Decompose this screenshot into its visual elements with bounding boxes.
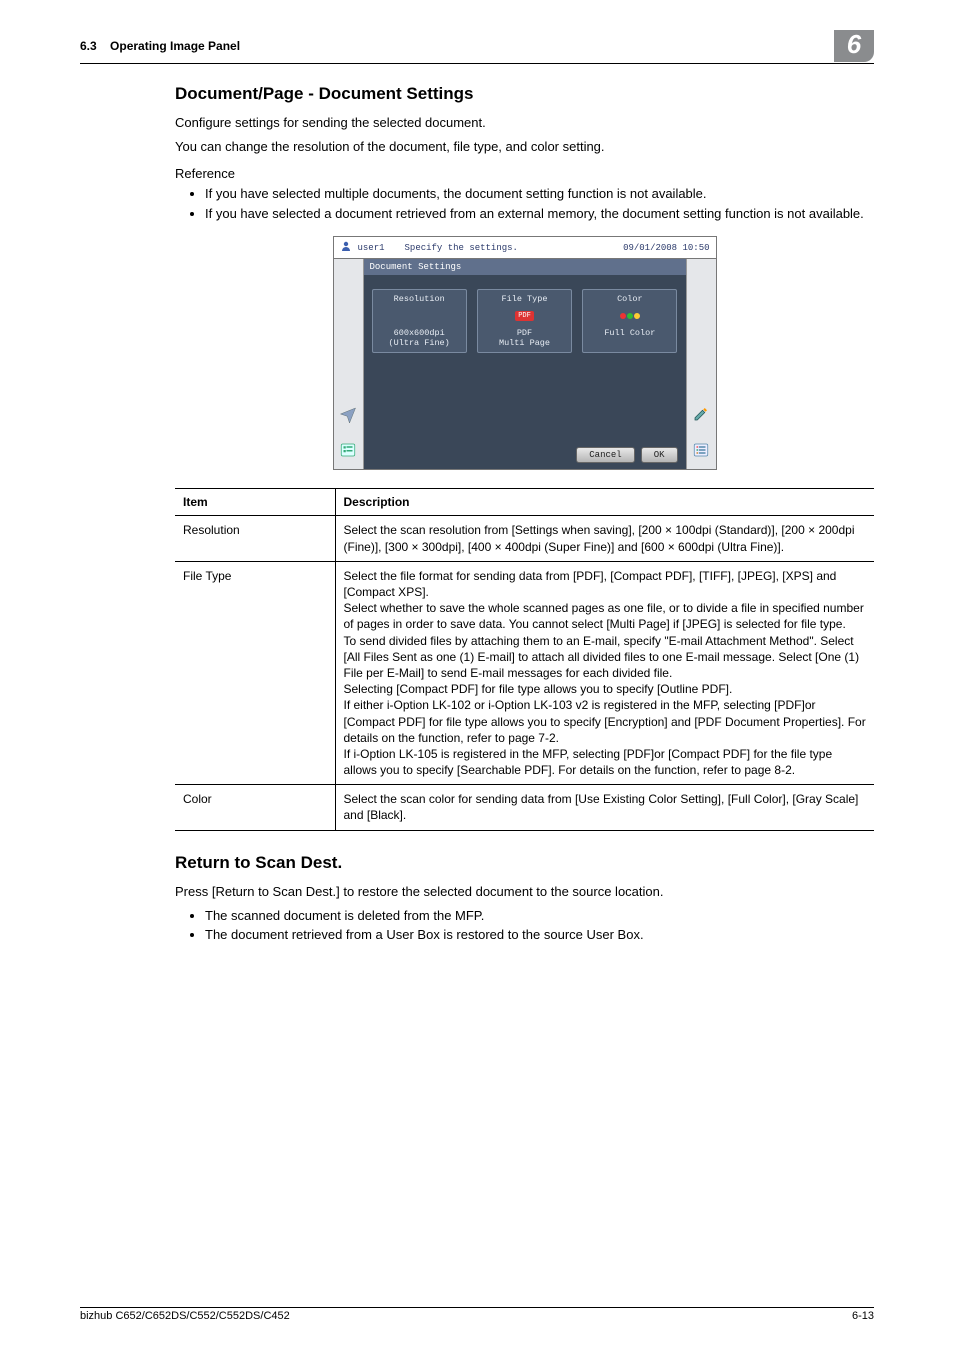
pdf-badge-icon: PDF [515, 311, 534, 321]
card-value: 600x600dpi [375, 328, 464, 338]
fullcolor-icon [620, 313, 640, 319]
header-section-num: 6.3 [80, 39, 97, 53]
card-value: PDF [480, 328, 569, 338]
settings-list-icon[interactable] [692, 441, 710, 463]
table-row: Resolution Select the scan resolution fr… [175, 516, 874, 561]
table-cell-item: Resolution [175, 516, 335, 561]
filetype-card[interactable]: File Type PDF PDF Multi Page [477, 289, 572, 353]
mfp-left-rail [334, 259, 364, 469]
reference-list: If you have selected multiple documents,… [175, 185, 874, 222]
table-cell-desc: Select the scan resolution from [Setting… [335, 516, 874, 561]
table-cell-item: File Type [175, 561, 335, 784]
mfp-panel-title: Document Settings [364, 259, 686, 275]
reference-label: Reference [175, 166, 874, 181]
card-title: Resolution [375, 294, 464, 304]
section-heading-doc-settings: Document/Page - Document Settings [175, 84, 874, 104]
card-value: (Ultra Fine) [375, 338, 464, 348]
list-item: If you have selected multiple documents,… [205, 185, 874, 203]
list-icon[interactable] [339, 441, 357, 463]
list-item: The document retrieved from a User Box i… [205, 926, 874, 944]
page-footer: bizhub C652/C652DS/C552/C552DS/C452 6-13 [80, 1307, 874, 1322]
mfp-instruction: Specify the settings. [405, 243, 518, 253]
table-cell-desc: Select the scan color for sending data f… [335, 785, 874, 830]
mfp-right-rail [686, 259, 716, 469]
table-row: Color Select the scan color for sending … [175, 785, 874, 830]
cancel-button[interactable]: Cancel [576, 447, 634, 463]
send-icon[interactable] [339, 405, 357, 427]
footer-page-number: 6-13 [852, 1310, 874, 1322]
page-header: 6.3 Operating Image Panel 6 [80, 30, 874, 64]
card-title: Color [585, 294, 674, 304]
paragraph: Press [Return to Scan Dest.] to restore … [175, 883, 874, 901]
return-list: The scanned document is deleted from the… [175, 907, 874, 944]
user-icon [340, 240, 352, 255]
list-item: The scanned document is deleted from the… [205, 907, 874, 925]
ok-button[interactable]: OK [641, 447, 678, 463]
mfp-center: Document Settings Resolution 600x600dpi … [364, 259, 686, 469]
resolution-card[interactable]: Resolution 600x600dpi (Ultra Fine) [372, 289, 467, 353]
table-row: File Type Select the file format for sen… [175, 561, 874, 784]
list-item: If you have selected a document retrieve… [205, 205, 874, 223]
table-header-item: Item [175, 489, 335, 516]
table-header-desc: Description [335, 489, 874, 516]
card-title: File Type [480, 294, 569, 304]
settings-table: Item Description Resolution Select the s… [175, 488, 874, 830]
section-heading-return: Return to Scan Dest. [175, 853, 874, 873]
table-cell-desc: Select the file format for sending data … [335, 561, 874, 784]
mfp-panel-screenshot: user1 Specify the settings. 09/01/2008 1… [333, 236, 717, 470]
footer-model: bizhub C652/C652DS/C552/C552DS/C452 [80, 1310, 290, 1322]
card-value: Full Color [585, 328, 674, 338]
mfp-datetime: 09/01/2008 10:50 [623, 243, 709, 253]
card-value: Multi Page [480, 338, 569, 348]
color-card[interactable]: Color Full Color [582, 289, 677, 353]
table-cell-item: Color [175, 785, 335, 830]
paragraph: Configure settings for sending the selec… [175, 114, 874, 132]
mfp-user-label: user1 [358, 243, 385, 253]
mfp-topbar: user1 Specify the settings. 09/01/2008 1… [334, 237, 716, 259]
paragraph: You can change the resolution of the doc… [175, 138, 874, 156]
chapter-number-badge: 6 [834, 30, 874, 62]
header-section-title: Operating Image Panel [110, 39, 240, 53]
header-section: 6.3 Operating Image Panel [80, 39, 240, 53]
edit-icon[interactable] [692, 405, 710, 427]
